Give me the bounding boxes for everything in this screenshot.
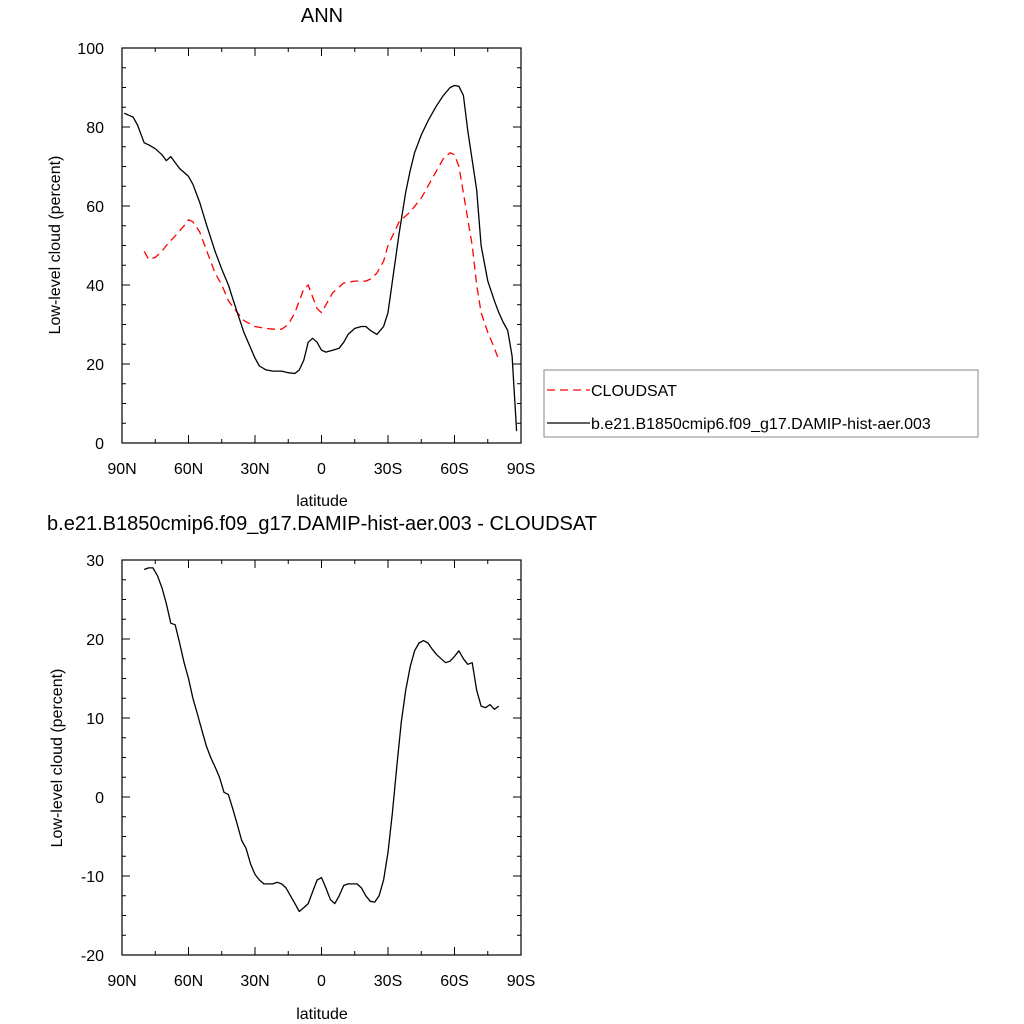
top-y-axis-label: Low-level cloud (percent)	[47, 156, 64, 335]
bottom-plot-frame	[121, 559, 522, 956]
bottom-y-tick-label: 0	[95, 790, 104, 807]
bottom-x-axis-label: latitude	[296, 1006, 348, 1023]
bottom-y-tick-label: -10	[81, 869, 104, 886]
bottom-y-axis-label: Low-level cloud (percent)	[49, 669, 66, 848]
legend-box	[543, 369, 979, 438]
bottom-x-tick-label: 30S	[374, 973, 402, 990]
bottom-chart: b.e21.B1850cmip6.f09_g17.DAMIP-hist-aer.…	[47, 513, 597, 1023]
bottom-y-tick-label: 20	[86, 632, 104, 649]
top-x-tick-label: 0	[317, 461, 326, 478]
bottom-chart-title: b.e21.B1850cmip6.f09_g17.DAMIP-hist-aer.…	[47, 513, 597, 535]
top-chart: ANN 90N 60N 30N 0 30S 60S 90S 0 20 40 60 80 100 lati…	[47, 5, 979, 510]
bottom-series-line-difference	[143, 567, 500, 913]
top-plot-area: 90N 60N 30N 0 30S 60S 90S 0 20 40 60 80 100	[77, 41, 535, 478]
top-y-tick-label: 60	[86, 199, 104, 216]
bottom-y-tick-label: -20	[81, 948, 104, 965]
top-x-tick-label: 30N	[240, 461, 269, 478]
legend: CLOUDSAT b.e21.B1850cmip6.f09_g17.DAMIP-…	[543, 369, 979, 438]
top-y-tick-label: 100	[77, 41, 104, 58]
legend-entry-model: b.e21.B1850cmip6.f09_g17.DAMIP-hist-aer.…	[591, 416, 931, 433]
top-y-tick-label: 80	[86, 120, 104, 137]
top-x-axis-label: latitude	[296, 493, 348, 510]
bottom-y-tick-label: 30	[86, 553, 104, 570]
bottom-x-tick-label: 90N	[107, 973, 136, 990]
top-x-tick-label: 90S	[507, 461, 535, 478]
top-y-tick-label: 0	[95, 436, 104, 453]
top-chart-title: ANN	[301, 5, 343, 27]
top-series-line-cloudsat	[143, 152, 500, 361]
top-x-tick-label: 90N	[107, 461, 136, 478]
bottom-x-tick-label: 60N	[174, 973, 203, 990]
top-x-tick-label: 60S	[440, 461, 468, 478]
bottom-x-tick-label: 60S	[440, 973, 468, 990]
top-x-tick-label: 30S	[374, 461, 402, 478]
top-y-tick-label: 20	[86, 357, 104, 374]
bottom-x-tick-label: 90S	[507, 973, 535, 990]
top-series-line-model	[123, 84, 518, 432]
bottom-x-tick-label: 0	[317, 973, 326, 990]
legend-entry-cloudsat: CLOUDSAT	[591, 383, 677, 400]
top-y-tick-label: 40	[86, 278, 104, 295]
top-x-tick-label: 60N	[174, 461, 203, 478]
bottom-x-tick-label: 30N	[240, 973, 269, 990]
bottom-y-tick-label: 10	[86, 711, 104, 728]
top-plot-frame	[121, 47, 522, 444]
bottom-plot-area: 90N 60N 30N 0 30S 60S 90S -20 -10 0 10 20 30	[81, 553, 535, 990]
